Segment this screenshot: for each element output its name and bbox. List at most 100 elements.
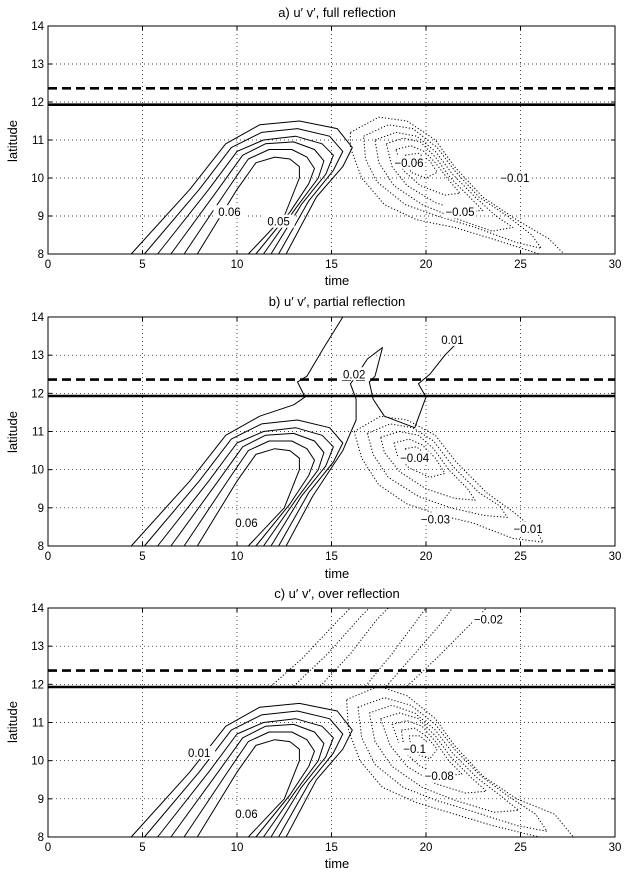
positive-contour	[170, 723, 325, 838]
negative-contour	[380, 712, 487, 794]
positive-contour	[183, 440, 315, 547]
y-tick-label: 11	[32, 718, 44, 730]
x-tick-label: 25	[514, 259, 527, 271]
x-tick-label: 0	[45, 551, 51, 563]
negative-contour	[346, 685, 574, 838]
negative-contour	[368, 704, 520, 813]
contour-label-background	[183, 746, 216, 760]
contour-label-background	[398, 451, 431, 465]
x-tick-label: 20	[420, 551, 433, 563]
plot-frame	[47, 607, 616, 838]
y-tick-label: 9	[38, 211, 44, 223]
x-tick-label: 10	[231, 259, 244, 271]
y-tick-label: 10	[31, 173, 44, 185]
negative-contour	[293, 607, 370, 687]
contour-label: −0.08	[425, 771, 454, 783]
contour-label: −0.05	[445, 207, 474, 219]
y-tick-label: 12	[31, 97, 44, 109]
contour-label: −0.06	[394, 158, 423, 170]
x-tick-label: 0	[45, 842, 51, 854]
y-axis-label: latitude	[5, 701, 20, 743]
plot-frame	[47, 25, 616, 255]
x-tick-label: 30	[609, 551, 622, 563]
y-tick-label: 11	[32, 427, 44, 439]
positive-contour	[170, 141, 325, 255]
x-tick-label: 0	[45, 259, 51, 271]
contour-label-background	[472, 612, 505, 626]
contour-label-background	[392, 155, 425, 169]
contour-label: −0.1	[403, 744, 426, 756]
contour-label: −0.03	[421, 514, 450, 526]
y-axis-label: latitude	[5, 120, 20, 162]
positive-contour	[196, 448, 300, 547]
contour-label-background	[444, 205, 477, 219]
positive-contour	[130, 316, 344, 547]
contour-label: 0.01	[188, 748, 210, 760]
negative-contour	[374, 131, 514, 232]
positive-contour	[285, 339, 461, 547]
x-tick-label: 15	[325, 551, 338, 563]
y-tick-label: 14	[31, 312, 44, 324]
x-tick-label: 25	[514, 551, 527, 563]
y-tick-label: 8	[38, 541, 44, 553]
positive-contour	[157, 427, 334, 547]
positive-contour	[196, 156, 300, 255]
negative-contour	[363, 124, 542, 249]
positive-contour	[183, 731, 315, 838]
contour-label: −0.04	[400, 453, 430, 465]
y-tick-label: 10	[31, 465, 44, 477]
negative-contour	[365, 607, 427, 687]
contour-label: 0.06	[218, 207, 240, 219]
panel-a: a) u′ v′, full reflection time latitude …	[5, 5, 621, 288]
negative-contour	[319, 607, 389, 687]
positive-contour	[170, 432, 325, 547]
positive-contour	[144, 128, 344, 255]
contour-label: −0.02	[474, 614, 503, 626]
panel-title: c) u′ v′, over reflection	[274, 586, 400, 601]
x-axis-label: time	[325, 566, 350, 581]
positive-contour	[130, 120, 353, 255]
contour-label: −0.01	[514, 524, 543, 536]
contour-label: 0.02	[343, 369, 365, 381]
positive-contour	[144, 710, 344, 838]
positive-contour	[196, 739, 300, 838]
y-axis-label: latitude	[5, 411, 20, 453]
x-tick-label: 15	[325, 842, 338, 854]
x-tick-label: 20	[420, 259, 433, 271]
y-tick-label: 12	[31, 679, 44, 691]
negative-contour	[270, 607, 351, 687]
panel-title: b) u′ v′, partial reflection	[269, 294, 405, 309]
y-tick-label: 14	[31, 603, 44, 615]
contour-label-background	[262, 214, 295, 228]
contour-label-background	[436, 332, 469, 346]
panel-title: a) u′ v′, full reflection	[278, 5, 396, 20]
contour-label-background	[512, 521, 545, 535]
y-tick-label: 13	[31, 350, 44, 362]
y-tick-label: 12	[31, 388, 44, 400]
y-tick-label: 11	[32, 135, 44, 147]
negative-contour	[404, 152, 438, 179]
x-tick-label: 30	[609, 259, 622, 271]
y-tick-label: 14	[31, 21, 44, 33]
contour-label: 0.05	[267, 217, 289, 229]
y-tick-label: 9	[38, 503, 44, 515]
negative-contour	[385, 607, 453, 687]
negative-contour	[395, 145, 461, 196]
x-tick-label: 25	[514, 842, 527, 854]
contour-label-background	[498, 171, 531, 184]
y-tick-label: 8	[38, 249, 44, 261]
x-tick-label: 10	[231, 551, 244, 563]
y-tick-label: 9	[38, 794, 44, 806]
contour-label-background	[338, 367, 371, 381]
x-tick-label: 20	[420, 842, 433, 854]
x-tick-label: 5	[139, 259, 145, 271]
y-tick-label: 13	[31, 641, 44, 653]
contour-label-background	[398, 742, 431, 756]
positive-contour	[183, 149, 315, 255]
negative-contour	[357, 697, 548, 832]
y-tick-label: 13	[31, 59, 44, 71]
contour-label: 0.06	[235, 518, 257, 530]
contour-label: 0.06	[235, 809, 257, 821]
contour-label-background	[423, 768, 456, 782]
x-tick-label: 10	[231, 842, 244, 854]
